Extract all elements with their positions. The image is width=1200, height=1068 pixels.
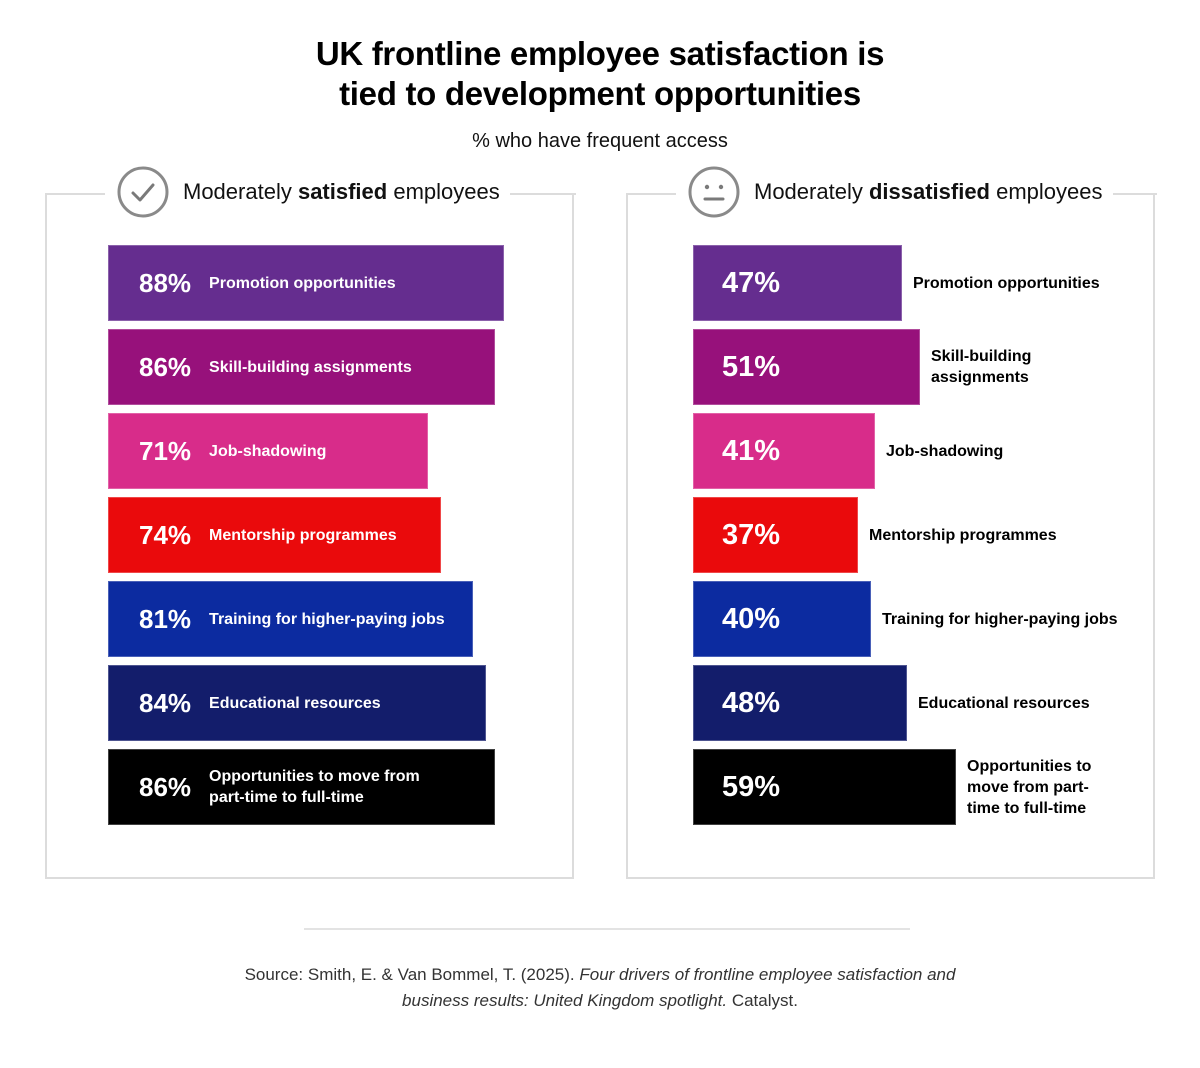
dissatisfied-panel-header: Moderately dissatisfied employees <box>678 165 1113 219</box>
bar: 40% <box>693 581 871 657</box>
dissatisfied-panel: Moderately dissatisfied employees 47% Pro… <box>626 165 1157 879</box>
bar-value: 86% <box>139 351 192 382</box>
bar-row: 74% Mentorship programmes <box>108 497 441 573</box>
heading-suffix: employees <box>387 179 500 204</box>
bar: 86% Opportunities to move from part-time … <box>108 749 495 825</box>
bar-row: 84% Educational resources <box>108 665 486 741</box>
bar-value: 48% <box>722 686 781 719</box>
heading-emphasis: satisfied <box>297 179 388 204</box>
heading-emphasis: dissatisfied <box>868 179 990 204</box>
bar: 86% Skill-building assignments <box>108 329 495 405</box>
bar-value: 81% <box>139 603 192 634</box>
bar-label: Educational resources <box>918 694 1090 712</box>
bar-value: 74% <box>139 519 192 550</box>
neutral-face-icon <box>688 166 740 218</box>
bar-row: 51% Skill-building assignments <box>693 329 1071 405</box>
bar-row: 86% Skill-building assignments <box>108 329 495 405</box>
bar-label: Skill-building assignments <box>209 358 412 376</box>
bar-row: 37% Mentorship programmes <box>693 497 1069 573</box>
bar-label: Educational resources <box>209 694 381 712</box>
bar-value: 59% <box>722 770 781 803</box>
satisfied-panel: Moderately satisfied employees 88% Promot… <box>45 165 576 879</box>
source-publisher: Catalyst. <box>727 991 798 1010</box>
bar-value: 88% <box>139 267 192 298</box>
bar: 84% Educational resources <box>108 665 486 741</box>
bar-row: 88% Promotion opportunities <box>108 245 504 321</box>
bar: 41% <box>693 413 875 489</box>
bar-row: 86% Opportunities to move from part-time … <box>108 749 495 825</box>
panel-border-top-left <box>626 193 676 195</box>
bar-label: Job-shadowing <box>886 442 1004 460</box>
bar-label: Job-shadowing <box>209 442 327 460</box>
bar: 47% <box>693 245 902 321</box>
bar: 48% <box>693 665 907 741</box>
bar-value: 71% <box>139 435 192 466</box>
bar-label: Promotion opportunities <box>209 274 396 292</box>
bar-value: 47% <box>722 266 781 299</box>
bar: 59% <box>693 749 956 825</box>
bar-row: 47% Promotion opportunities <box>693 245 1113 321</box>
panel-border-top-right <box>499 193 576 195</box>
bar-row: 41% Job-shadowing <box>693 413 1086 489</box>
bar: 88% Promotion opportunities <box>108 245 504 321</box>
bar-label: Training for higher-paying jobs <box>882 610 1118 628</box>
chart-title-line-1: UK frontline employee satisfaction is <box>315 35 885 72</box>
panel-border-top-left <box>45 193 105 195</box>
source-title: Four drivers of frontline employee satis… <box>402 965 956 1010</box>
bar-value: 51% <box>722 350 781 383</box>
bar-label: Training for higher-paying jobs <box>209 610 445 628</box>
bar-row: 48% Educational resources <box>693 665 1118 741</box>
source-citation: Source: Smith, E. & Van Bommel, T. (2025… <box>0 962 1200 1014</box>
bar-row: 40% Training for higher-paying jobs <box>693 581 1122 657</box>
bar-value: 86% <box>139 771 192 802</box>
bar: 74% Mentorship programmes <box>108 497 441 573</box>
bar: 81% Training for higher-paying jobs <box>108 581 473 657</box>
bar-row: 59% Opportunities to move from part-time … <box>693 749 1107 825</box>
bar-row: 81% Training for higher-paying jobs <box>108 581 473 657</box>
satisfied-panel-header: Moderately satisfied employees <box>107 165 510 219</box>
chart-title-line-2: tied to development opportunities <box>339 75 861 112</box>
check-circle-icon <box>117 166 169 218</box>
footer-divider <box>304 928 910 930</box>
bar: 51% <box>693 329 920 405</box>
bar-value: 37% <box>722 518 781 551</box>
bar-label: Opportunities to move from part-time to … <box>209 768 420 806</box>
panel-border-top-right <box>1106 193 1157 195</box>
chart-subtitle: % who have frequent access <box>472 130 728 152</box>
bar-row: 71% Job-shadowing <box>108 413 428 489</box>
bar-label: Mentorship programmes <box>209 526 397 544</box>
bar-value: 84% <box>139 687 192 718</box>
source-prefix: Source: Smith, E. & Van Bommel, T. (2025… <box>244 965 580 984</box>
heading-suffix: employees <box>990 179 1103 204</box>
bar-label: Skill-building assignments <box>931 348 1032 386</box>
bar-label: Promotion opportunities <box>913 274 1100 292</box>
bar: 37% <box>693 497 858 573</box>
bar-label: Opportunities to move from part-time to … <box>967 757 1092 817</box>
chart-title: UK frontline employee satisfaction is ti… <box>0 34 1200 114</box>
bar-value: 40% <box>722 602 781 635</box>
dissatisfied-panel-heading: Moderately dissatisfied employees <box>754 179 1103 205</box>
heading-prefix: Moderately <box>754 179 869 204</box>
satisfied-panel-heading: Moderately satisfied employees <box>183 179 500 205</box>
bar-label: Mentorship programmes <box>869 526 1057 544</box>
heading-prefix: Moderately <box>183 179 298 204</box>
bar-value: 41% <box>722 434 781 467</box>
bar: 71% Job-shadowing <box>108 413 428 489</box>
